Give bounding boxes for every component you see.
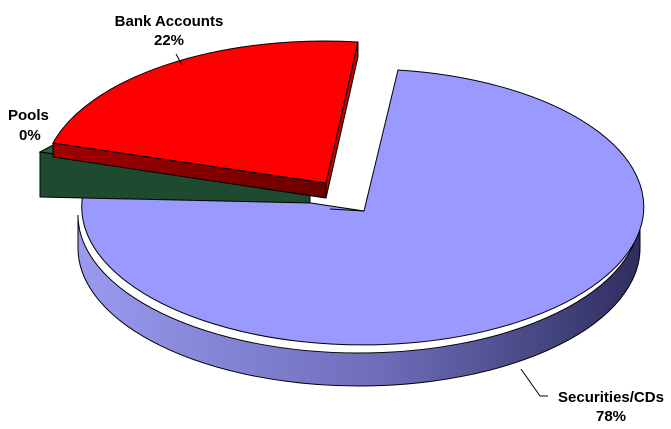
slice-securities-cds-top-seam [329,208,365,212]
data-label-bank-accounts-name: Bank Accounts [115,13,224,30]
data-label-securities-cds-name: Securities/CDs [558,389,664,406]
slice-securities-cds-top [81,69,645,346]
leader-line-securities-cds [520,368,541,397]
data-label-securities-cds-percent: 78% [596,408,626,425]
slice-bank-accounts [52,40,359,199]
data-label-pools-percent: 0% [19,127,41,144]
slice-securities-cds [77,69,645,387]
data-label-pools-name: Pools [8,107,49,124]
leader-line-bank-accounts [175,53,183,66]
slice-bank-accounts-top [52,40,359,184]
data-label-bank-accounts-percent: 22% [154,32,184,49]
slice-securities-cds-side [77,214,641,387]
